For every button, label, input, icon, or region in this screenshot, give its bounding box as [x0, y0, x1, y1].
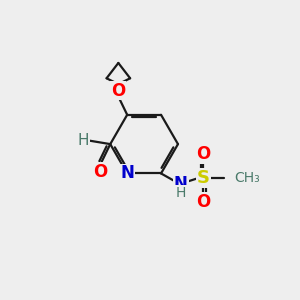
Text: S: S [197, 169, 210, 187]
Text: O: O [196, 193, 211, 211]
Text: N: N [174, 175, 188, 193]
Text: O: O [93, 163, 107, 181]
Text: H: H [176, 186, 186, 200]
Text: CH₃: CH₃ [234, 171, 260, 185]
Text: O: O [111, 82, 125, 100]
Text: N: N [120, 164, 134, 182]
Text: H: H [78, 133, 89, 148]
Text: O: O [196, 145, 211, 163]
